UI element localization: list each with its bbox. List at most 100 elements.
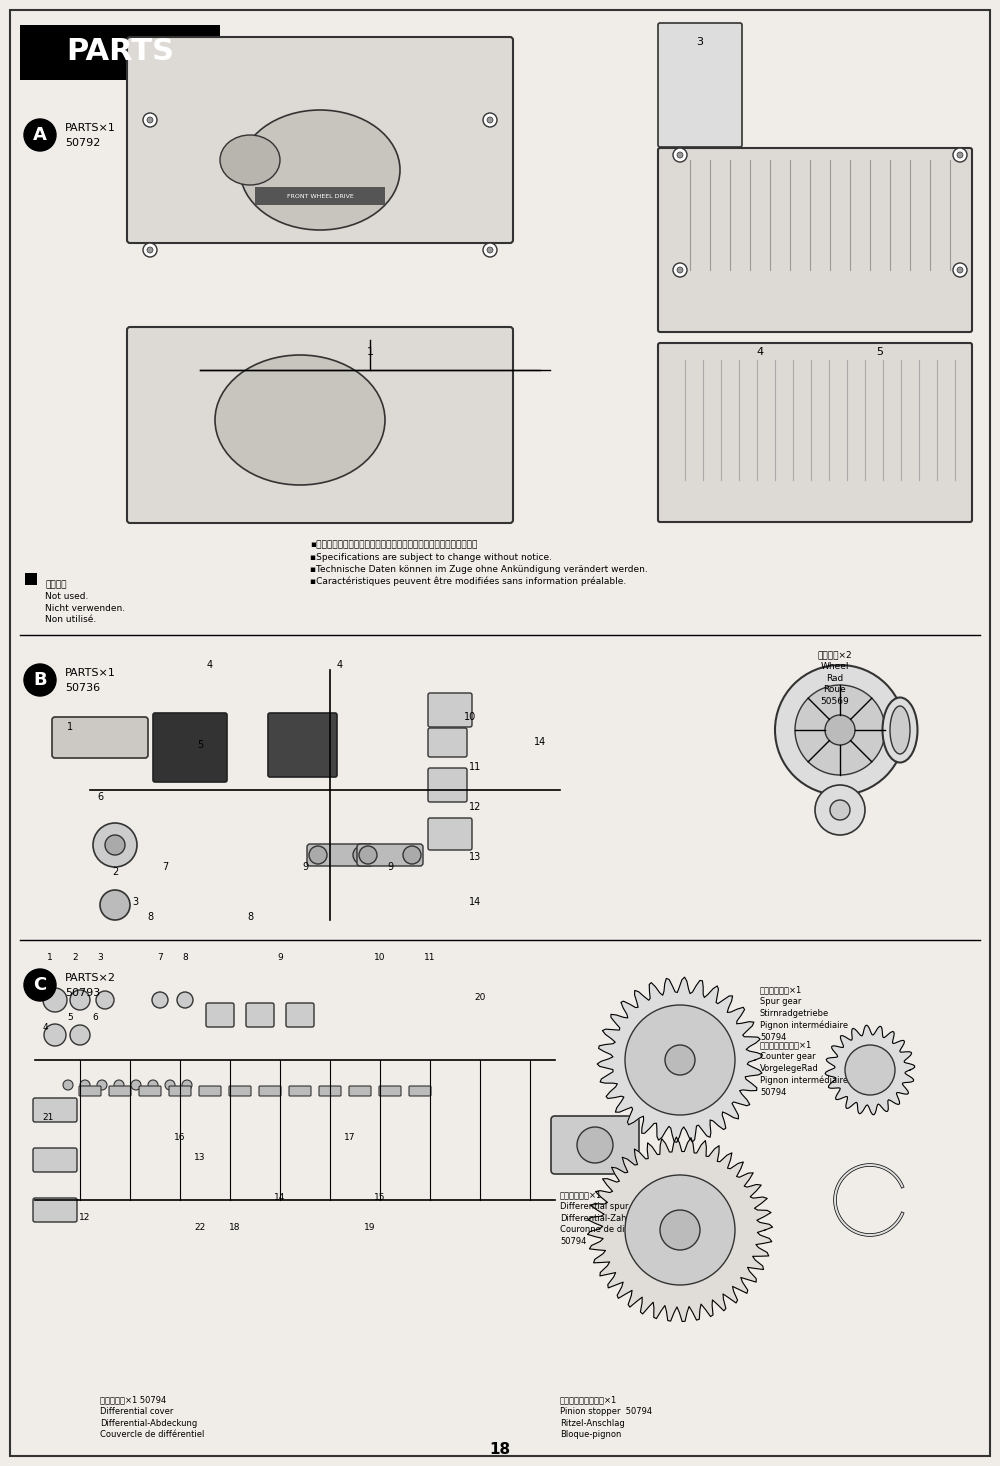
Circle shape xyxy=(100,890,130,921)
Circle shape xyxy=(24,969,56,1001)
Circle shape xyxy=(487,117,493,123)
Circle shape xyxy=(483,113,497,128)
Circle shape xyxy=(957,152,963,158)
Text: PARTS×1: PARTS×1 xyxy=(65,668,116,677)
Circle shape xyxy=(677,152,683,158)
Circle shape xyxy=(577,1127,613,1163)
Text: 10: 10 xyxy=(374,953,386,962)
FancyBboxPatch shape xyxy=(286,1003,314,1028)
Text: ▪Specifications are subject to change without notice.: ▪Specifications are subject to change wi… xyxy=(310,553,552,561)
FancyBboxPatch shape xyxy=(33,1198,77,1223)
Text: 22: 22 xyxy=(194,1223,206,1231)
Text: 7: 7 xyxy=(162,862,168,872)
Text: PARTS×2: PARTS×2 xyxy=(65,973,116,984)
Text: 50736: 50736 xyxy=(65,683,100,693)
Text: 13: 13 xyxy=(194,1152,206,1163)
FancyBboxPatch shape xyxy=(139,1086,161,1097)
FancyBboxPatch shape xyxy=(127,327,513,523)
Text: 5: 5 xyxy=(876,347,884,358)
Text: 10: 10 xyxy=(464,712,476,721)
Circle shape xyxy=(483,243,497,257)
Circle shape xyxy=(353,846,371,863)
FancyBboxPatch shape xyxy=(33,1098,77,1121)
Circle shape xyxy=(43,988,67,1012)
Text: 14: 14 xyxy=(274,1193,286,1202)
Text: 8: 8 xyxy=(147,912,153,922)
Text: 5: 5 xyxy=(67,1013,73,1022)
Text: 12: 12 xyxy=(469,802,481,812)
Text: 18: 18 xyxy=(229,1223,241,1231)
Circle shape xyxy=(677,267,683,273)
Text: 16: 16 xyxy=(174,1133,186,1142)
Circle shape xyxy=(845,1045,895,1095)
Bar xyxy=(20,25,220,81)
Bar xyxy=(25,573,37,585)
Text: 18: 18 xyxy=(489,1443,511,1457)
Text: 13: 13 xyxy=(469,852,481,862)
Text: 4: 4 xyxy=(207,660,213,670)
Circle shape xyxy=(63,1080,73,1091)
Text: 9: 9 xyxy=(302,862,308,872)
Circle shape xyxy=(625,1006,735,1116)
Circle shape xyxy=(403,846,421,863)
Circle shape xyxy=(147,246,153,254)
Text: 20: 20 xyxy=(474,992,486,1001)
Text: 1: 1 xyxy=(366,347,374,358)
Circle shape xyxy=(795,685,885,776)
Circle shape xyxy=(177,992,193,1009)
FancyBboxPatch shape xyxy=(357,844,423,866)
Circle shape xyxy=(70,1025,90,1045)
Text: 不要部品
Not used.
Nicht verwenden.
Non utilisé.: 不要部品 Not used. Nicht verwenden. Non util… xyxy=(45,581,125,625)
FancyBboxPatch shape xyxy=(428,768,467,802)
Bar xyxy=(255,188,385,205)
Circle shape xyxy=(665,1045,695,1075)
FancyBboxPatch shape xyxy=(379,1086,401,1097)
Circle shape xyxy=(673,262,687,277)
FancyBboxPatch shape xyxy=(52,717,148,758)
Ellipse shape xyxy=(240,408,290,453)
Circle shape xyxy=(93,822,137,866)
FancyBboxPatch shape xyxy=(658,343,972,522)
Circle shape xyxy=(825,715,855,745)
Circle shape xyxy=(148,1080,158,1091)
Text: 2: 2 xyxy=(112,866,118,877)
Text: ▪Technische Daten können im Zuge ohne Ankündigung verändert werden.: ▪Technische Daten können im Zuge ohne An… xyxy=(310,564,648,573)
Text: 11: 11 xyxy=(469,762,481,773)
FancyBboxPatch shape xyxy=(206,1003,234,1028)
Circle shape xyxy=(24,664,56,696)
Text: 5: 5 xyxy=(197,740,203,751)
Text: 8: 8 xyxy=(182,953,188,962)
Circle shape xyxy=(953,148,967,163)
Text: 14: 14 xyxy=(469,897,481,907)
Text: FRONT WHEEL DRIVE: FRONT WHEEL DRIVE xyxy=(287,194,353,198)
Text: B: B xyxy=(33,671,47,689)
Polygon shape xyxy=(588,1138,773,1321)
Text: 6: 6 xyxy=(92,1013,98,1022)
Circle shape xyxy=(152,992,168,1009)
Text: PARTS: PARTS xyxy=(66,38,174,66)
Text: 3: 3 xyxy=(97,953,103,962)
Circle shape xyxy=(182,1080,192,1091)
Circle shape xyxy=(143,113,157,128)
FancyBboxPatch shape xyxy=(268,712,337,777)
Circle shape xyxy=(815,784,865,836)
Ellipse shape xyxy=(225,394,305,465)
FancyBboxPatch shape xyxy=(79,1086,101,1097)
Circle shape xyxy=(775,666,905,795)
FancyBboxPatch shape xyxy=(307,844,373,866)
Circle shape xyxy=(359,846,377,863)
FancyBboxPatch shape xyxy=(428,818,472,850)
Text: ホイール×2
Wheel
Rad
Roue
50569: ホイール×2 Wheel Rad Roue 50569 xyxy=(818,649,852,707)
FancyBboxPatch shape xyxy=(199,1086,221,1097)
FancyBboxPatch shape xyxy=(33,1148,77,1171)
Text: 50792: 50792 xyxy=(65,138,100,148)
Circle shape xyxy=(131,1080,141,1091)
FancyBboxPatch shape xyxy=(246,1003,274,1028)
Ellipse shape xyxy=(883,698,918,762)
Circle shape xyxy=(625,1176,735,1286)
Text: 2: 2 xyxy=(72,953,78,962)
Text: 9: 9 xyxy=(387,862,393,872)
Circle shape xyxy=(24,119,56,151)
Circle shape xyxy=(96,991,114,1009)
FancyBboxPatch shape xyxy=(319,1086,341,1097)
